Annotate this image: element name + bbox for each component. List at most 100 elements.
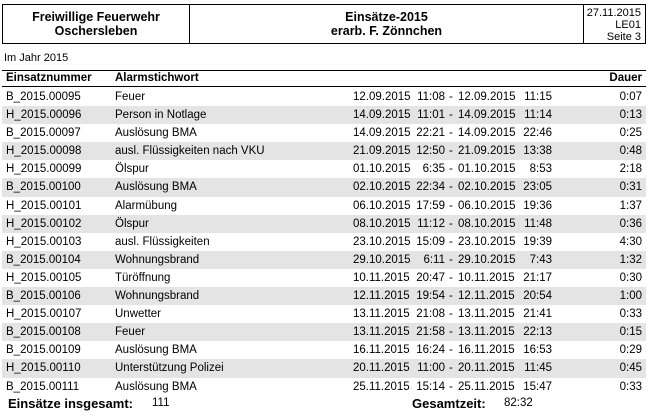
report-code: LE01	[615, 19, 641, 31]
alarmstichwort: Auslösung BMA	[115, 181, 197, 194]
alarmstichwort: Person in Notlage	[115, 109, 207, 122]
table-row: H_2015.00099 Ölspur 01.10.2015 6:35-01.10.2…	[2, 160, 646, 178]
einsatznummer: H_2015.00101	[6, 199, 82, 212]
ende-datum: 20.11.2015	[458, 362, 515, 375]
ende-datum: 10.11.2015	[458, 271, 515, 284]
separator: -	[449, 253, 453, 266]
dauer: 2:18	[619, 163, 642, 176]
alarmstichwort: Unwetter	[115, 308, 162, 321]
ende-datum: 12.11.2015	[458, 290, 515, 303]
table-row: B_2015.00111 Auslösung BMA 25.11.2015 15:14…	[2, 378, 646, 396]
dauer: 0:15	[619, 326, 642, 339]
ende-datum: 13.11.2015	[458, 308, 515, 321]
separator: -	[449, 290, 453, 303]
beginn-zeit: 11:00	[417, 362, 445, 375]
table-row: B_2015.00108 Feuer 13.11.2015 21:58-13.11.2…	[2, 323, 646, 342]
column-header-nummer: Einsatznummer	[6, 72, 92, 84]
page-number: Seite 3	[606, 31, 641, 43]
separator: -	[449, 91, 453, 103]
beginn-zeit: 15:14	[416, 380, 445, 393]
beginn-zeit: 15:09	[416, 235, 445, 248]
ende-datum: 23.10.2015	[458, 235, 516, 248]
beginn-zeit: 11:08	[417, 91, 445, 103]
beginn-datum: 16.11.2015	[353, 344, 410, 357]
einsatznummer: B_2015.00109	[6, 344, 81, 357]
alarmstichwort: Alarmübung	[115, 199, 178, 212]
table-row: H_2015.00102 Ölspur 08.10.2015 11:12-08.10.…	[2, 214, 646, 233]
report-meta: 27.11.2015 LE01 Seite 3	[584, 5, 645, 43]
beginn-datum: 06.10.2015	[353, 199, 411, 212]
ende-datum: 02.10.2015	[458, 181, 516, 194]
beginn-datum: 13.11.2015	[353, 308, 410, 321]
dauer: 1:00	[619, 290, 642, 303]
beginn-zeit: 16:24	[416, 344, 445, 357]
table-row: B_2015.00109 Auslösung BMA 16.11.2015 16:24…	[2, 341, 646, 359]
report-footer: Einsätze insgesamt: 111 Gesamtzeit: 82:3…	[0, 393, 650, 415]
ende-zeit: 19:39	[523, 235, 552, 248]
separator: -	[449, 163, 453, 176]
ende-zeit: 22:46	[523, 127, 552, 140]
beginn-datum: 02.10.2015	[353, 181, 411, 194]
ende-datum: 01.10.2015	[458, 163, 516, 176]
separator: -	[449, 127, 453, 140]
ende-datum: 21.09.2015	[458, 145, 516, 158]
einsatznummer: B_2015.00111	[6, 380, 80, 393]
einsatznummer: B_2015.00104	[6, 253, 81, 266]
alarmstichwort: ausl. Flüssigkeiten nach VKU	[115, 145, 265, 158]
table-header: Einsatznummer Alarmstichwort Dauer	[2, 70, 646, 87]
einsatznummer: H_2015.00098	[6, 145, 82, 158]
dauer: 4:30	[619, 235, 642, 248]
einsatznummer: H_2015.00096	[6, 109, 82, 122]
table-row: B_2015.00097 Auslösung BMA 14.09.2015 22:21…	[2, 124, 646, 142]
einsatznummer: B_2015.00095	[6, 91, 81, 103]
alarmstichwort: ausl. Flüssigkeiten	[115, 235, 210, 248]
dauer: 0:13	[619, 109, 642, 122]
ende-datum: 25.11.2015	[458, 380, 515, 393]
table-row: B_2015.00095 Feuer 12.09.2015 11:08-12.09.2…	[2, 88, 646, 106]
beginn-datum: 21.09.2015	[353, 145, 411, 158]
beginn-zeit: 19:54	[416, 290, 445, 303]
einsatznummer: H_2015.00105	[6, 271, 82, 284]
beginn-datum: 12.11.2015	[353, 290, 410, 303]
org-line-1: Freiwillige Feuerwehr	[32, 10, 160, 24]
einsatznummer: B_2015.00106	[6, 290, 81, 303]
dauer: 1:32	[619, 253, 642, 266]
alarmstichwort: Ölspur	[115, 217, 149, 230]
beginn-datum: 14.09.2015	[353, 109, 411, 122]
ende-datum: 12.09.2015	[458, 91, 516, 103]
dauer: 0:29	[619, 344, 642, 357]
beginn-zeit: 11:12	[417, 217, 445, 230]
dauer: 1:37	[619, 199, 642, 212]
table-row: H_2015.00096 Person in Notlage 14.09.2015 1…	[2, 106, 646, 125]
beginn-datum: 08.10.2015	[353, 217, 411, 230]
ende-zeit: 21:17	[523, 271, 552, 284]
ende-zeit: 8:53	[529, 163, 552, 176]
ende-datum: 14.09.2015	[458, 109, 516, 122]
table-row: H_2015.00101 Alarmübung 06.10.2015 17:59-06…	[2, 197, 646, 215]
beginn-zeit: 6:35	[422, 163, 445, 176]
alarmstichwort: Auslösung BMA	[115, 127, 197, 140]
organization-name: Freiwillige Feuerwehr Oschersleben	[3, 5, 190, 43]
dauer: 0:30	[619, 271, 642, 284]
alarmstichwort: Wohnungsbrand	[115, 290, 200, 303]
separator: -	[449, 235, 453, 248]
ende-zeit: 7:43	[529, 253, 552, 266]
dauer: 0:33	[619, 308, 642, 321]
ende-zeit: 11:45	[524, 362, 552, 375]
ende-zeit: 11:14	[524, 109, 552, 122]
alarmstichwort: Ölspur	[115, 163, 149, 176]
ende-zeit: 19:36	[523, 199, 552, 212]
ende-datum: 08.10.2015	[458, 217, 516, 230]
column-header-dauer: Dauer	[609, 72, 642, 84]
total-time-label: Gesamtzeit:	[412, 396, 486, 411]
dauer: 0:48	[619, 145, 642, 158]
total-time-value: 82:32	[504, 397, 533, 409]
beginn-zeit: 11:01	[417, 109, 445, 122]
beginn-datum: 20.11.2015	[353, 362, 410, 375]
einsatznummer: H_2015.00102	[6, 217, 82, 230]
ende-datum: 14.09.2015	[458, 127, 516, 140]
ende-datum: 29.10.2015	[458, 253, 516, 266]
title-line-2: erarb. F. Zönnchen	[330, 24, 443, 38]
beginn-datum: 25.11.2015	[353, 380, 410, 393]
ende-datum: 16.11.2015	[458, 344, 515, 357]
